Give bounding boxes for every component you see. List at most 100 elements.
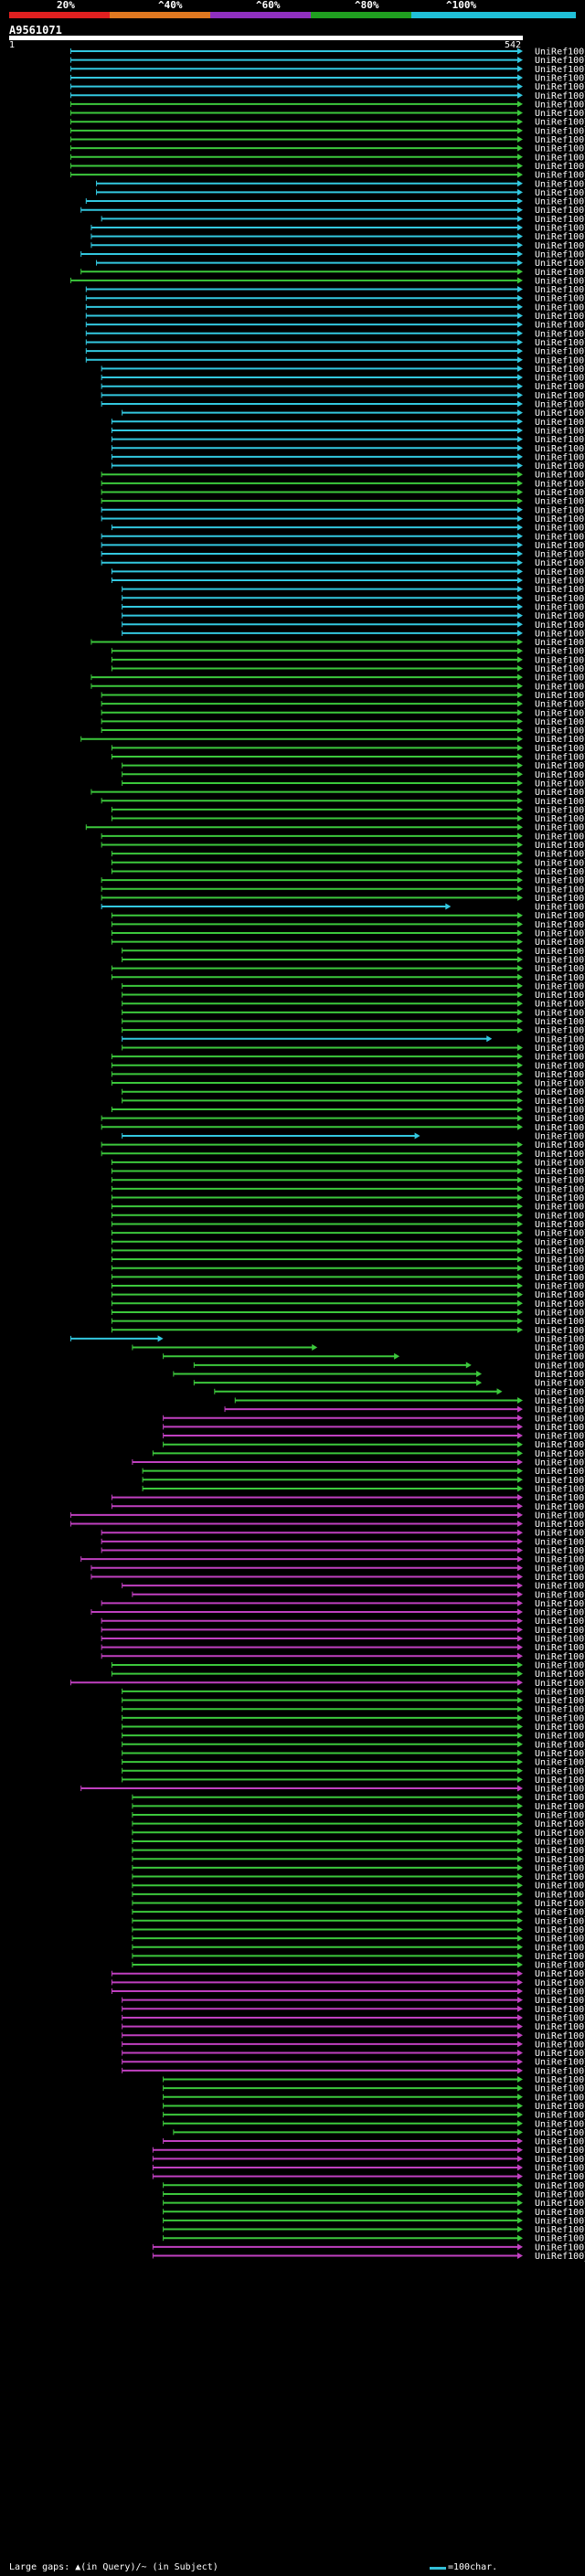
hit-label[interactable]: UniRef100_C5ZBU0 (535, 1246, 585, 1256)
hit-label[interactable]: UniRef100_Q9S7Q4 (535, 1352, 585, 1362)
hit-row[interactable]: UniRef100_Q7XC54 (101, 488, 585, 498)
hit-row[interactable]: UniRef100_Q43441 (101, 215, 585, 225)
hit-label[interactable]: UniRef100_B9I1N1 (535, 435, 585, 445)
hit-row[interactable]: UniRef100_UP1000 (122, 2031, 585, 2041)
hit-label[interactable]: UniRef100_Q8GUH7 (535, 1308, 585, 1318)
hit-row[interactable]: UniRef100_B4FR89 (122, 602, 585, 612)
hit-label[interactable]: UniRef100_A9PVL1 (535, 770, 585, 780)
hit-row[interactable]: UniRef100_Q92WN9 (90, 788, 585, 798)
hit-label[interactable]: UniRef100_B1P490 (535, 285, 585, 295)
hit-row[interactable]: UniRef100_Q93MH6 (111, 1211, 585, 1221)
hit-label[interactable]: UniRef100_B7ZY29 (535, 1626, 585, 1636)
hit-label[interactable]: UniRef100_A2Z4C4 (535, 981, 585, 991)
hit-label[interactable]: UniRef100_B6TNE5 (535, 1635, 585, 1645)
hit-label[interactable]: UniRef100_UP1000 (535, 2022, 585, 2032)
hit-row[interactable]: UniRef100_B6THL5 (122, 1044, 585, 1054)
hit-label[interactable]: UniRef100_A1YKF1 (535, 876, 585, 886)
hit-row[interactable]: UniRef100_Q0P3P0 (111, 964, 585, 974)
hit-label[interactable]: UniRef100_B6TUQ6 (535, 1317, 585, 1327)
hit-row[interactable]: UniRef100_Q6F6A0 (69, 118, 585, 128)
hit-row[interactable]: UniRef100_Q43425 (214, 1387, 585, 1397)
hit-row[interactable]: UniRef100_B1P489 (85, 294, 585, 304)
hit-row[interactable]: UniRef100_C0PFE8 (122, 1749, 585, 1759)
hit-row[interactable]: UniRef100_Q8GRL4 (101, 726, 585, 737)
hit-label[interactable]: UniRef100_B9HFT7 (535, 841, 585, 851)
hit-row[interactable]: UniRef100_A5B626 (111, 655, 585, 665)
hit-row[interactable]: UniRef100_Q6YPD0 (101, 550, 585, 560)
hit-label[interactable]: UniRef100_C5YM64 (535, 452, 585, 462)
hit-row[interactable]: UniRef100_A2Z1U1 (122, 594, 585, 604)
hit-label[interactable]: UniRef100_A2X674 (535, 1061, 585, 1071)
hit-label[interactable]: UniRef100_B6T963 (535, 1766, 585, 1776)
hit-label[interactable]: UniRef100_P46600 (535, 48, 585, 58)
hit-row[interactable]: UniRef100_B9GYL8 (69, 144, 585, 154)
hit-row[interactable]: UniRef100_A7QRH1 (111, 461, 585, 472)
hit-row[interactable]: UniRef100_Q6YUE2 (122, 585, 585, 595)
hit-row[interactable]: UniRef100_Q6F947 (132, 1899, 585, 1909)
hit-row[interactable]: UniRef100_B9F8G8 (111, 426, 585, 436)
hit-label[interactable]: UniRef100_Q6F9A4 (535, 1988, 585, 1998)
hit-label[interactable]: UniRef100_Q8LEQ3 (535, 1943, 585, 1953)
hit-row[interactable]: UniRef100_B9HQ68 (111, 1167, 585, 1177)
hit-label[interactable]: UniRef100_Q43425 (535, 1387, 585, 1397)
hit-label[interactable]: UniRef100_Q92WN3 (535, 1237, 585, 1247)
hit-row[interactable]: UniRef100_Q9HBS3 (163, 2111, 585, 2121)
hit-label[interactable]: UniRef100_Q9HBS2 (535, 2102, 585, 2112)
hit-label[interactable]: UniRef100_B1P484 (535, 302, 585, 313)
hit-label[interactable]: UniRef100_B9RLM6 (535, 1026, 585, 1036)
hit-row[interactable]: UniRef100_B6TXE8 (122, 629, 585, 639)
hit-label[interactable]: UniRef100_B9S2S2 (535, 1811, 585, 1821)
hit-label[interactable]: UniRef100_B9SNQ4 (535, 1299, 585, 1309)
hit-label[interactable]: UniRef100_B9S2C7 (535, 1802, 585, 1812)
hit-row[interactable]: UniRef100_B7FJ62 (69, 100, 585, 110)
hit-row[interactable]: UniRef100_B9HHA8 (111, 577, 585, 587)
hit-row[interactable]: UniRef100_A9NZ56 (101, 691, 585, 701)
hit-label[interactable]: UniRef100_P46603 (535, 947, 585, 957)
hit-label[interactable]: UniRef100_Q9LT37 (535, 1106, 585, 1116)
hit-label[interactable]: UniRef100_B7Q3S5 (535, 1908, 585, 1918)
hit-row[interactable]: UniRef100_Q42437 (69, 153, 585, 163)
hit-row[interactable]: UniRef100_Q6L4B0 (69, 1511, 585, 1521)
hit-label[interactable]: UniRef100_B6TT05 (535, 920, 585, 930)
hit-label[interactable]: UniRef100_B9H853 (535, 1070, 585, 1080)
hit-label[interactable]: UniRef100_Q5VPE5 (535, 1017, 585, 1027)
hit-row[interactable]: UniRef100_A9TCD0 (122, 1582, 585, 1592)
hit-label[interactable]: UniRef100_B6THL5 (535, 1044, 585, 1054)
hit-label[interactable]: UniRef100_Q7Q737 (535, 973, 585, 983)
hit-row[interactable]: UniRef100_Q6L452 (122, 1705, 585, 1715)
hit-label[interactable]: UniRef100_Q0D466 (535, 1882, 585, 1892)
hit-label[interactable]: UniRef100_B6U0G9 (535, 1969, 585, 1979)
hit-row[interactable]: UniRef100_A9NYL7 (132, 1590, 585, 1600)
hit-row[interactable]: UniRef100_B6TUQ6 (111, 1317, 585, 1327)
hit-label[interactable]: UniRef100_P46665 (535, 505, 585, 515)
hit-label[interactable]: UniRef100_C6TNB1 (535, 664, 585, 674)
hit-label[interactable]: UniRef100_C5YA61 (535, 682, 585, 692)
hit-label[interactable]: UniRef100_Q2XV46 (535, 1097, 585, 1107)
hit-label[interactable]: UniRef100_B9S2P4 (535, 1361, 585, 1371)
hit-row[interactable]: UniRef100_A5BHM5 (111, 1264, 585, 1274)
hit-row[interactable]: UniRef100_B9HJB1 (101, 1150, 585, 1160)
hit-row[interactable]: UniRef100_Q2XV46 (122, 1097, 585, 1107)
hit-label[interactable]: UniRef100_Q9HBS3 (535, 2111, 585, 2121)
hit-label[interactable]: UniRef100_Q4H691 (535, 497, 585, 507)
hit-row[interactable]: UniRef100_Q4H781 (96, 188, 585, 198)
hit-row[interactable]: UniRef100_B9SNQ4 (111, 1299, 585, 1309)
hit-label[interactable]: UniRef100_B4FL81 (535, 1449, 585, 1459)
hit-row[interactable]: UniRef100_A7R7N6 (122, 1034, 585, 1044)
hit-row[interactable]: UniRef100_Q6L467 (69, 1520, 585, 1530)
hit-label[interactable]: UniRef100_C6TM73 (535, 1740, 585, 1750)
hit-label[interactable]: UniRef100_Q9LS31 (535, 1599, 585, 1609)
hit-row[interactable]: UniRef100_P46601 (69, 73, 585, 83)
hit-row[interactable]: UniRef100_Q6ZA74 (163, 1423, 585, 1433)
hit-row[interactable]: UniRef100_C6TGE5 (69, 1679, 585, 1689)
hit-row[interactable]: UniRef100_Q4HVB9 (132, 1343, 585, 1353)
hit-label[interactable]: UniRef100_B9ES39 (535, 197, 585, 207)
hit-label[interactable]: UniRef100_C5WRJ5 (535, 365, 585, 375)
hit-row[interactable]: UniRef100_Q39927 (111, 911, 585, 921)
hit-row[interactable]: UniRef100_Q4RR53 (122, 611, 585, 621)
hit-label[interactable]: UniRef100_B9RS67 (535, 259, 585, 269)
hit-label[interactable]: UniRef100_Q9XI36 (535, 1432, 585, 1442)
hit-row[interactable]: UniRef100_UP1000 (69, 162, 585, 172)
hit-row[interactable]: UniRef100_C6FF34 (111, 858, 585, 868)
hit-row[interactable]: UniRef100_C6TKY2 (132, 1829, 585, 1839)
